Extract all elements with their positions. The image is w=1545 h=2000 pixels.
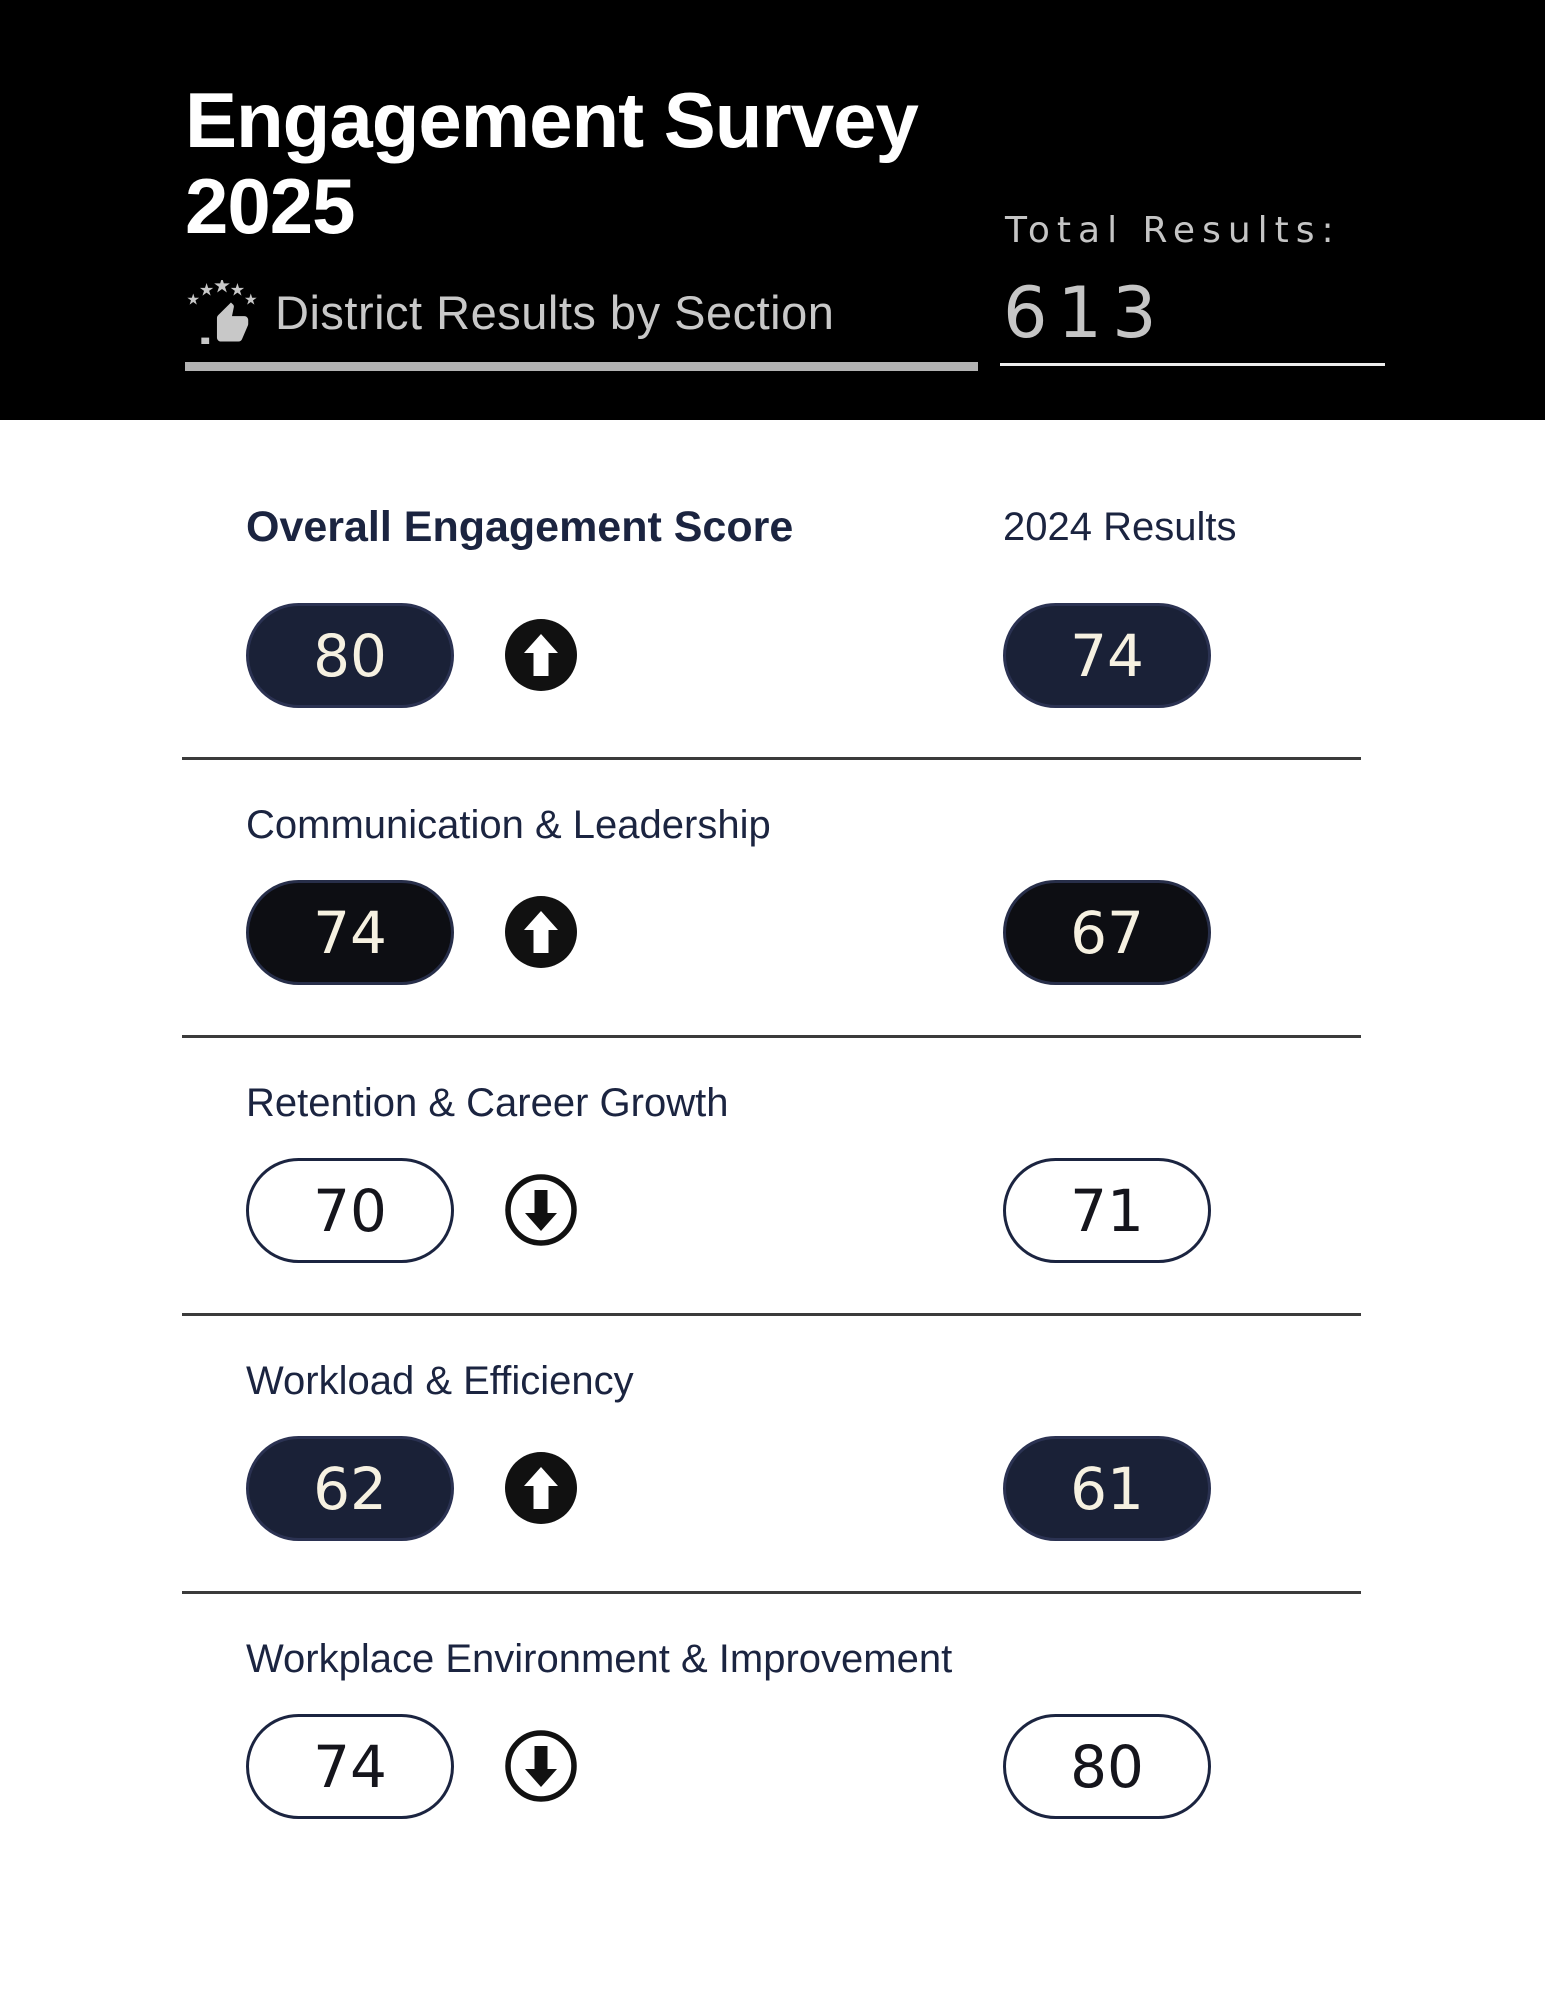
- section-label: Workload & Efficiency: [246, 1359, 634, 1403]
- trend-down-icon: [505, 1730, 577, 1802]
- score-2025-value: 74: [313, 898, 387, 967]
- thumbs-up-stars-icon: [185, 280, 259, 344]
- score-2024-pill: 71: [1003, 1158, 1211, 1263]
- score-line: 62 61: [182, 1436, 1361, 1541]
- section-row-communication-leadership: Communication & Leadership 74 67: [182, 760, 1361, 1038]
- score-2024-pill: 61: [1003, 1436, 1211, 1541]
- section-row-overall-engagement: Overall Engagement Score 2024 Results 80…: [182, 420, 1361, 760]
- total-results-underline: [1000, 363, 1385, 366]
- subtitle-row: District Results by Section: [185, 280, 834, 344]
- score-2024-pill: 80: [1003, 1714, 1211, 1819]
- score-2024-value: 74: [1070, 621, 1144, 690]
- section-row-workload-efficiency: Workload & Efficiency 62 61: [182, 1316, 1361, 1594]
- score-line: 80 74: [182, 603, 1361, 708]
- subtitle-underline: [185, 362, 978, 371]
- page-title: Engagement Survey 2025: [185, 76, 919, 250]
- trend-up-icon: [505, 1452, 577, 1524]
- score-2025-value: 74: [313, 1732, 387, 1801]
- header-banner: Engagement Survey 2025 District Results …: [0, 0, 1545, 420]
- section-label: Communication & Leadership: [246, 803, 771, 847]
- score-2025-pill: 74: [246, 1714, 454, 1819]
- trend-up-icon: [505, 619, 577, 691]
- score-2024-value: 71: [1070, 1176, 1144, 1245]
- score-line: 70 71: [182, 1158, 1361, 1263]
- score-2025-value: 70: [313, 1176, 387, 1245]
- section-label: Retention & Career Growth: [246, 1081, 729, 1125]
- score-2024-value: 80: [1070, 1732, 1144, 1801]
- score-2024-pill: 74: [1003, 603, 1211, 708]
- total-results-value: 613: [1003, 272, 1167, 354]
- total-results-label: Total Results:: [1005, 210, 1341, 251]
- score-line: 74 80: [182, 1714, 1361, 1819]
- score-2025-value: 62: [313, 1454, 387, 1523]
- score-2024-pill: 67: [1003, 880, 1211, 985]
- score-2025-pill: 70: [246, 1158, 454, 1263]
- sections-list: Overall Engagement Score 2024 Results 80…: [182, 420, 1361, 1901]
- score-2025-value: 80: [313, 621, 387, 690]
- section-label-text: Overall Engagement Score: [246, 503, 794, 551]
- page-subtitle: District Results by Section: [275, 285, 835, 339]
- score-2025-pill: 62: [246, 1436, 454, 1541]
- section-row-retention-career-growth: Retention & Career Growth 70 71: [182, 1038, 1361, 1316]
- trend-up-icon: [505, 896, 577, 968]
- score-line: 74 67: [182, 880, 1361, 985]
- column-header-2024-results: 2024 Results: [1003, 505, 1237, 549]
- section-label: Overall Engagement Score 2024 Results: [246, 503, 1361, 552]
- trend-down-icon: [505, 1174, 577, 1246]
- section-label: Workplace Environment & Improvement: [246, 1637, 953, 1681]
- score-2025-pill: 80: [246, 603, 454, 708]
- section-row-workplace-environment-improvement: Workplace Environment & Improvement 74 8…: [182, 1594, 1361, 1901]
- score-2024-value: 61: [1070, 1454, 1144, 1523]
- score-2025-pill: 74: [246, 880, 454, 985]
- score-2024-value: 67: [1070, 898, 1144, 967]
